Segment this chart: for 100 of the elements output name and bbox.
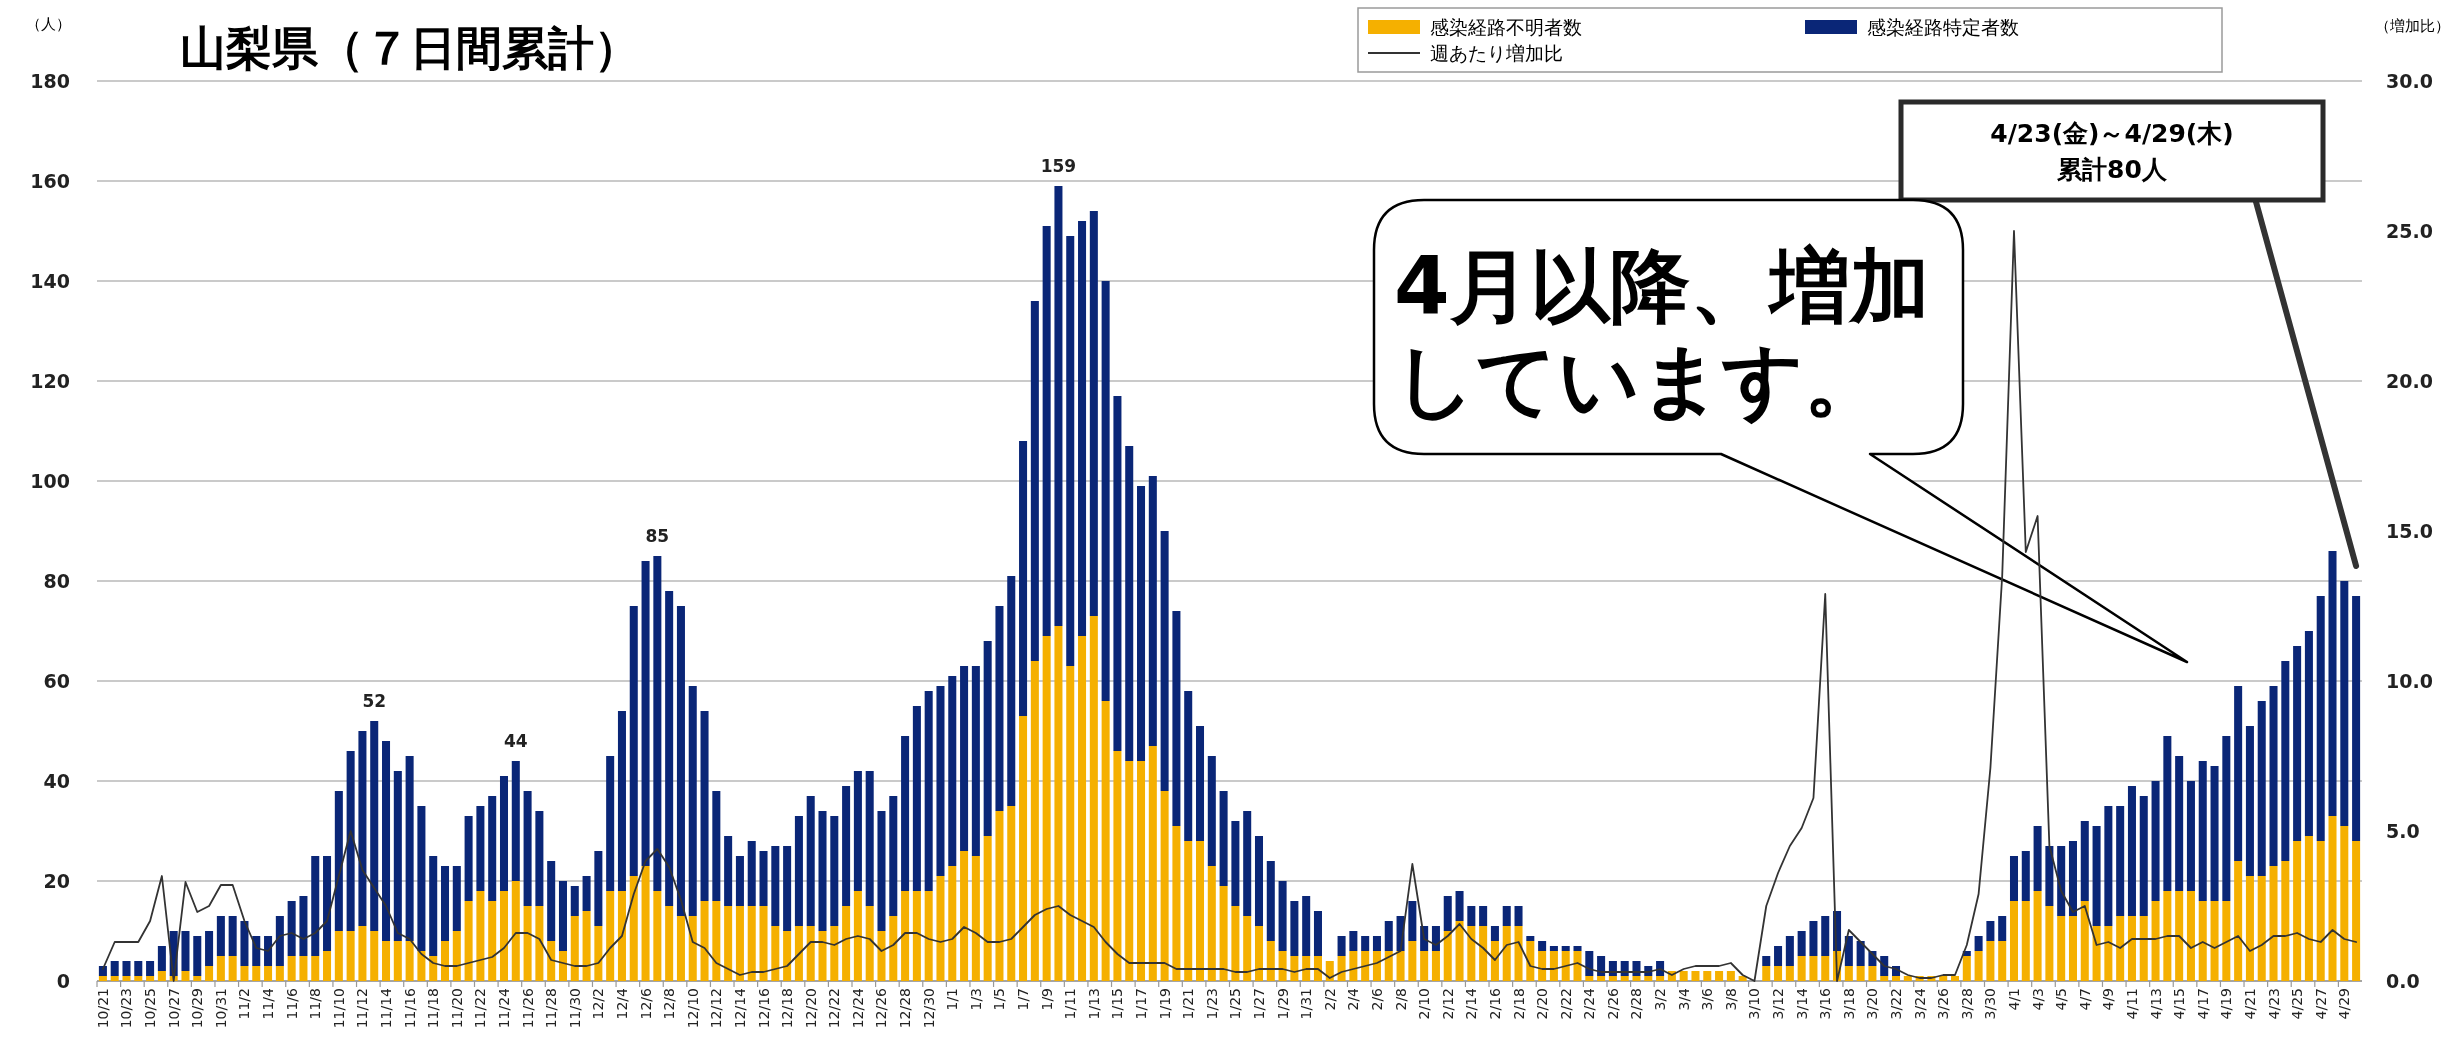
bar bbox=[216, 916, 225, 956]
bar bbox=[936, 686, 945, 876]
line-series bbox=[102, 230, 2357, 982]
bar bbox=[1349, 931, 1358, 951]
bar bbox=[1986, 941, 1995, 981]
y-tick-label: 40 bbox=[43, 770, 70, 792]
y-tick-label: 80 bbox=[43, 570, 70, 592]
bar bbox=[594, 851, 603, 926]
total-label: 44 bbox=[503, 731, 528, 751]
bar bbox=[2151, 781, 2160, 901]
bar bbox=[1597, 976, 1606, 981]
bar bbox=[1490, 926, 1499, 941]
bar bbox=[2234, 686, 2243, 861]
bar bbox=[405, 941, 414, 981]
bar bbox=[1372, 951, 1381, 981]
bar bbox=[1585, 976, 1594, 981]
bar bbox=[1054, 626, 1063, 981]
bar bbox=[700, 901, 709, 981]
bar bbox=[2269, 686, 2278, 866]
total-label: 159 bbox=[1040, 156, 1077, 176]
bar bbox=[853, 891, 862, 981]
x-tick-label: 12/26 bbox=[873, 987, 890, 1029]
bar bbox=[2293, 646, 2302, 841]
bar bbox=[264, 966, 273, 981]
bar bbox=[1762, 966, 1771, 981]
bar bbox=[1243, 811, 1252, 916]
bar bbox=[1030, 661, 1039, 981]
x-tick-label: 4/27 bbox=[2312, 988, 2329, 1020]
bar bbox=[511, 881, 520, 981]
bar bbox=[842, 906, 851, 981]
bar bbox=[971, 856, 980, 981]
x-tick-label: 4/3 bbox=[2029, 988, 2046, 1011]
bar bbox=[1125, 446, 1134, 761]
bar bbox=[287, 901, 296, 956]
bar bbox=[1726, 971, 1735, 981]
x-tick-label: 12/28 bbox=[897, 988, 914, 1029]
bar bbox=[441, 866, 450, 941]
bar bbox=[818, 931, 827, 981]
bar bbox=[1762, 956, 1771, 966]
bar bbox=[1007, 806, 1016, 981]
bar bbox=[1691, 971, 1700, 981]
bar bbox=[323, 951, 332, 981]
x-tick-label: 12/30 bbox=[920, 988, 937, 1029]
bar bbox=[2304, 836, 2313, 981]
bar bbox=[1880, 976, 1889, 981]
bar bbox=[1408, 901, 1417, 941]
bar bbox=[535, 906, 544, 981]
bar bbox=[405, 756, 414, 941]
bar bbox=[1137, 486, 1146, 761]
bar bbox=[1431, 951, 1440, 981]
bar bbox=[1620, 976, 1629, 981]
bar bbox=[146, 976, 155, 981]
bar bbox=[1019, 716, 1028, 981]
bar bbox=[948, 676, 957, 866]
bar bbox=[1656, 976, 1665, 981]
bar bbox=[1974, 936, 1983, 951]
bar bbox=[570, 886, 579, 916]
bar bbox=[2057, 916, 2066, 981]
x-tick-label: 3/26 bbox=[1935, 987, 1952, 1020]
bar bbox=[2163, 891, 2172, 981]
bar bbox=[1797, 931, 1806, 956]
bar bbox=[735, 856, 744, 906]
x-tick-label: 1/17 bbox=[1133, 988, 1150, 1020]
x-tick-label: 1/13 bbox=[1085, 988, 1102, 1020]
total-label: 52 bbox=[362, 691, 387, 711]
bar bbox=[1066, 236, 1075, 666]
x-tick-label: 4/19 bbox=[2218, 988, 2235, 1020]
x-tick-label: 11/12 bbox=[354, 988, 371, 1029]
bar bbox=[1278, 951, 1287, 981]
bar bbox=[382, 741, 391, 941]
bar bbox=[1160, 531, 1169, 791]
bar bbox=[901, 891, 910, 981]
bar bbox=[1679, 971, 1688, 981]
bar bbox=[2139, 796, 2148, 916]
x-tick-label: 2/8 bbox=[1392, 988, 1409, 1011]
bar bbox=[1313, 956, 1322, 981]
x-tick-label: 3/20 bbox=[1864, 988, 1881, 1020]
annotation: 4/23(金)～4/29(木) 累計80人 bbox=[1990, 119, 2234, 184]
bar bbox=[264, 936, 273, 966]
x-tick-label: 11/6 bbox=[283, 987, 300, 1020]
bar bbox=[393, 941, 402, 981]
bar bbox=[346, 931, 355, 981]
y2-tick-label: 15.0 bbox=[2386, 520, 2433, 542]
bar bbox=[1054, 186, 1063, 626]
bar bbox=[358, 731, 367, 926]
bar bbox=[1868, 966, 1877, 981]
x-tick-label: 11/24 bbox=[495, 987, 512, 1029]
bar bbox=[1443, 896, 1452, 931]
bar bbox=[1514, 926, 1523, 981]
y-tick-label: 160 bbox=[30, 170, 70, 192]
x-tick-label: 12/24 bbox=[849, 987, 866, 1029]
bar bbox=[1384, 951, 1393, 981]
x-tick-label: 3/10 bbox=[1746, 988, 1763, 1020]
bar bbox=[2116, 916, 2125, 981]
bar bbox=[1774, 966, 1783, 981]
x-tick-label: 2/22 bbox=[1557, 988, 1574, 1020]
bar bbox=[2304, 631, 2313, 836]
bar bbox=[629, 876, 638, 981]
bar bbox=[983, 836, 992, 981]
bar bbox=[1337, 936, 1346, 956]
